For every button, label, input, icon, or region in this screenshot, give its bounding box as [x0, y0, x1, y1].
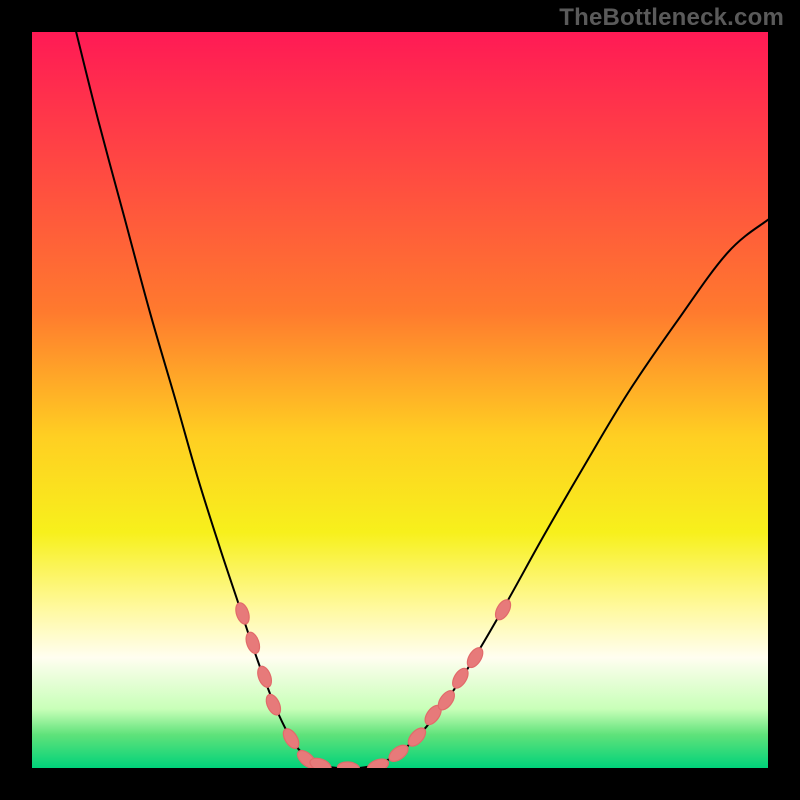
curve-marker: [337, 761, 360, 768]
curve-marker: [244, 631, 263, 656]
curve-markers: [233, 597, 513, 768]
curve-marker: [233, 601, 251, 626]
watermark-text: TheBottleneck.com: [559, 4, 784, 32]
curve-marker: [464, 645, 486, 670]
chart-frame: TheBottleneck.com: [0, 0, 800, 800]
bottleneck-curve: [76, 32, 768, 768]
curve-marker: [366, 756, 391, 768]
curve-marker: [255, 664, 274, 689]
curve-marker: [492, 597, 513, 622]
curve-marker: [280, 726, 302, 751]
curve-marker: [263, 692, 283, 717]
curve-layer: [32, 32, 768, 768]
plot-area: [32, 32, 768, 768]
